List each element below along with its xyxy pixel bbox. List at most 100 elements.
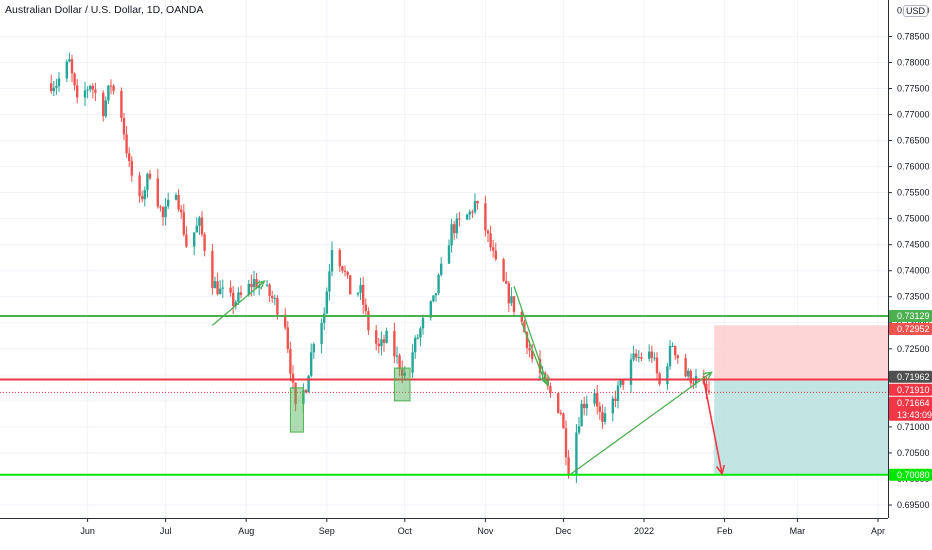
candle-body <box>143 190 146 200</box>
candle-body <box>411 352 414 373</box>
candle-body <box>252 279 256 288</box>
candle-body <box>377 343 380 347</box>
candle-body <box>343 270 347 272</box>
candle-body <box>120 90 123 118</box>
candle-body <box>666 366 669 385</box>
candle-body <box>250 283 253 288</box>
candle-body <box>234 301 237 306</box>
candle-body <box>294 382 297 405</box>
candle-body <box>122 117 126 135</box>
candle-body <box>307 375 310 393</box>
candle-body <box>310 352 313 376</box>
candle-body <box>401 368 404 376</box>
candle-body <box>585 403 588 409</box>
candle-body <box>486 230 490 234</box>
candle-body <box>76 85 79 98</box>
candle-body <box>330 250 334 272</box>
price-badge-label: 0.70080 <box>897 470 930 480</box>
candle-body <box>203 234 206 252</box>
projection-arrow-head <box>715 464 726 476</box>
candle-body <box>102 92 105 117</box>
candle-body <box>580 403 583 427</box>
price-badges: 0.73129 0.72952 0.71962 0.71910 0.71664 13:43… <box>889 310 932 481</box>
drawings <box>211 280 726 476</box>
candle-body <box>65 61 68 79</box>
candle-body <box>193 232 196 247</box>
price-badge <box>889 310 932 323</box>
candle-body <box>434 293 438 296</box>
candle-body <box>507 283 510 304</box>
highlight-box <box>393 367 411 402</box>
candle-body <box>362 284 365 305</box>
time-tick-label: Sep <box>319 526 335 536</box>
candle-body <box>466 214 469 220</box>
candle-body <box>148 173 152 179</box>
candle-body <box>289 349 292 374</box>
candle-body <box>211 251 214 289</box>
price-tick-label: 0.75000 <box>897 214 930 224</box>
candle-body <box>562 413 565 429</box>
candle-body <box>86 89 89 91</box>
candle-body <box>492 247 495 251</box>
candle-body <box>629 359 633 385</box>
price-tick-label: 0.76500 <box>897 136 930 146</box>
candle-body <box>359 284 362 293</box>
candle-body <box>616 385 620 401</box>
candle-body <box>525 332 529 349</box>
candle-body <box>538 359 542 374</box>
candle-body <box>380 339 383 347</box>
candle-body <box>596 393 599 407</box>
candle-body <box>577 426 581 433</box>
candle-body <box>622 380 625 385</box>
candle-body <box>614 398 617 401</box>
candle-body <box>195 225 198 233</box>
candle-body <box>94 89 97 93</box>
price-tick-label: 0.78500 <box>897 31 930 41</box>
price-tick-label: 0.74000 <box>897 266 930 276</box>
candle-body <box>429 301 432 318</box>
price-tick-label: 0.72500 <box>897 344 930 354</box>
candle-body <box>619 380 622 386</box>
candle-body <box>564 428 568 458</box>
candle-body <box>268 284 271 296</box>
candle-body <box>320 322 323 345</box>
candle-body <box>671 345 674 347</box>
candle-body <box>416 337 419 339</box>
candle-body <box>130 160 133 176</box>
price-tick-label: 0.78000 <box>897 57 930 67</box>
candle-body <box>73 73 76 86</box>
trend-arrow <box>211 280 265 326</box>
price-tick-label: 0.75500 <box>897 188 930 198</box>
price-badge-label: 0.72952 <box>897 324 930 334</box>
candle-body <box>473 201 477 213</box>
candle-body <box>557 393 560 413</box>
candles <box>50 52 711 484</box>
currency-button[interactable]: USD <box>903 5 929 17</box>
candle-body <box>450 224 453 246</box>
candle-body <box>484 203 487 231</box>
trend-arrow <box>521 322 546 383</box>
candle-body <box>375 330 378 344</box>
candle-body <box>323 313 326 323</box>
candle-body <box>239 292 243 295</box>
candle-body <box>109 85 113 87</box>
price-tick-label: 0.76000 <box>897 162 930 172</box>
candle-body <box>489 233 492 248</box>
candle-body <box>674 345 677 356</box>
candle-body <box>177 195 180 210</box>
candle-body <box>271 295 274 299</box>
candle-body <box>237 292 240 302</box>
candle-body <box>180 209 183 213</box>
candle-body <box>247 283 250 295</box>
price-badge <box>889 323 932 336</box>
candle-body <box>567 457 570 476</box>
trend-arrow-head <box>255 280 266 290</box>
candle-body <box>128 153 131 161</box>
candle-body <box>52 87 55 92</box>
candle-body <box>437 274 440 294</box>
chart-title: Australian Dollar / U.S. Dollar, 1D, OAN… <box>5 4 203 16</box>
candle-body <box>593 393 596 404</box>
price-tick-label: 0.77000 <box>897 110 930 120</box>
